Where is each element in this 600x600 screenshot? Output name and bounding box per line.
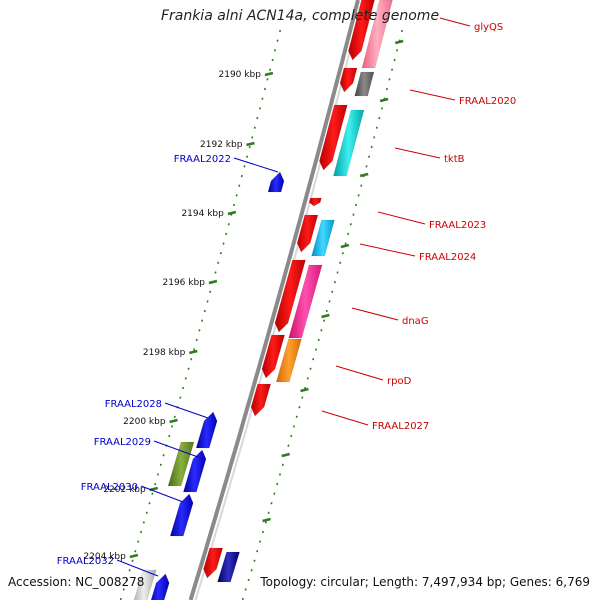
gene-FRAAL2024 xyxy=(296,214,319,253)
gene-label-FRAAL2020: FRAAL2020 xyxy=(459,96,516,107)
cog-dnaG xyxy=(288,264,323,339)
gene-FRAAL2020 xyxy=(339,67,358,93)
tick-label: 2204 kbp xyxy=(83,552,126,562)
gene-label-dnaG: dnaG xyxy=(402,316,429,327)
leader-line xyxy=(359,243,416,257)
leader-line xyxy=(233,157,279,173)
gene-label-FRAAL2023: FRAAL2023 xyxy=(429,220,486,231)
outer-tick-mark xyxy=(379,97,389,103)
leader-line xyxy=(377,211,426,225)
outer-tick-mark xyxy=(359,172,369,178)
outer-tick-mark xyxy=(394,39,404,45)
gene-dnaG xyxy=(274,259,306,333)
leader-line xyxy=(351,307,399,321)
leader-line xyxy=(439,17,471,27)
leader-line xyxy=(394,147,441,159)
cog-forward-bottom xyxy=(217,551,241,583)
gene-rpoD xyxy=(261,334,285,379)
gene-FRAAL2030 xyxy=(169,493,194,537)
tick-mark xyxy=(169,418,178,424)
tick-label: 2190 kbp xyxy=(219,70,262,80)
tick-label: 2200 kbp xyxy=(123,417,166,427)
tick-label: 2194 kbp xyxy=(181,209,224,219)
outer-tick-mark xyxy=(340,243,350,249)
outer-tick-mark xyxy=(300,387,309,393)
gene-label-glyQS: glyQS xyxy=(474,22,503,33)
tick-mark xyxy=(188,349,198,355)
tick-mark xyxy=(264,71,274,77)
inner-ruler xyxy=(119,29,282,600)
tick-label: 2196 kbp xyxy=(163,278,206,288)
outer-tick-mark xyxy=(262,517,271,523)
cog-FRAAL2020 xyxy=(354,71,375,97)
accession-label: Accession: NC_008278 xyxy=(8,575,145,589)
tick-mark xyxy=(208,279,218,285)
gene-glyQS xyxy=(348,0,375,61)
gene-label-FRAAL2029: FRAAL2029 xyxy=(94,437,151,448)
gene-FRAAL2027 xyxy=(250,383,272,417)
leader-line xyxy=(116,559,159,577)
gene-forward-bottom xyxy=(203,547,224,579)
genome-title: Frankia alni ACN14a, complete genome xyxy=(160,8,440,24)
tick-mark xyxy=(246,141,255,147)
cog-FRAAL2024 xyxy=(311,219,335,257)
leader-line xyxy=(164,402,209,419)
gene-FRAAL2023 xyxy=(308,197,322,207)
gene-FRAAL2032 xyxy=(150,573,170,600)
tick-mark xyxy=(129,553,139,559)
cog-FRAAL2032 xyxy=(133,569,157,600)
leader-line xyxy=(409,89,456,101)
outer-tick-mark xyxy=(321,313,330,319)
leader-line xyxy=(321,410,369,426)
gene-label-FRAAL2028: FRAAL2028 xyxy=(105,399,162,410)
gene-tktB xyxy=(319,104,348,171)
tick-label: 2198 kbp xyxy=(143,348,186,358)
gene-label-FRAAL2030: FRAAL2030 xyxy=(81,482,138,493)
gene-FRAAL2028 xyxy=(195,411,218,449)
backbone-line xyxy=(188,0,360,600)
outer-tick-mark xyxy=(281,452,290,458)
leader-line xyxy=(335,365,384,381)
gene-label-FRAAL2027: FRAAL2027 xyxy=(372,421,429,432)
gene-FRAAL2022 xyxy=(267,171,285,193)
leader-line xyxy=(140,485,184,503)
gene-label-FRAAL2022: FRAAL2022 xyxy=(174,154,231,165)
gene-label-tktB: tktB xyxy=(444,154,465,165)
gene-label-rpoD: rpoD xyxy=(387,376,412,387)
tick-label: 2192 kbp xyxy=(200,140,243,150)
tick-mark xyxy=(227,210,237,216)
cog-glyQS xyxy=(361,0,393,69)
cog-tktB xyxy=(333,109,365,177)
gene-label-FRAAL2032: FRAAL2032 xyxy=(57,556,114,567)
gene-FRAAL2029 xyxy=(183,449,207,493)
topology-label: Topology: circular; Length: 7,497,934 bp… xyxy=(260,575,590,589)
gene-label-FRAAL2024: FRAAL2024 xyxy=(419,252,476,263)
tick-label: 2202 kbp xyxy=(103,485,146,495)
leader-line xyxy=(153,440,199,458)
cog-rpoD xyxy=(275,338,302,383)
